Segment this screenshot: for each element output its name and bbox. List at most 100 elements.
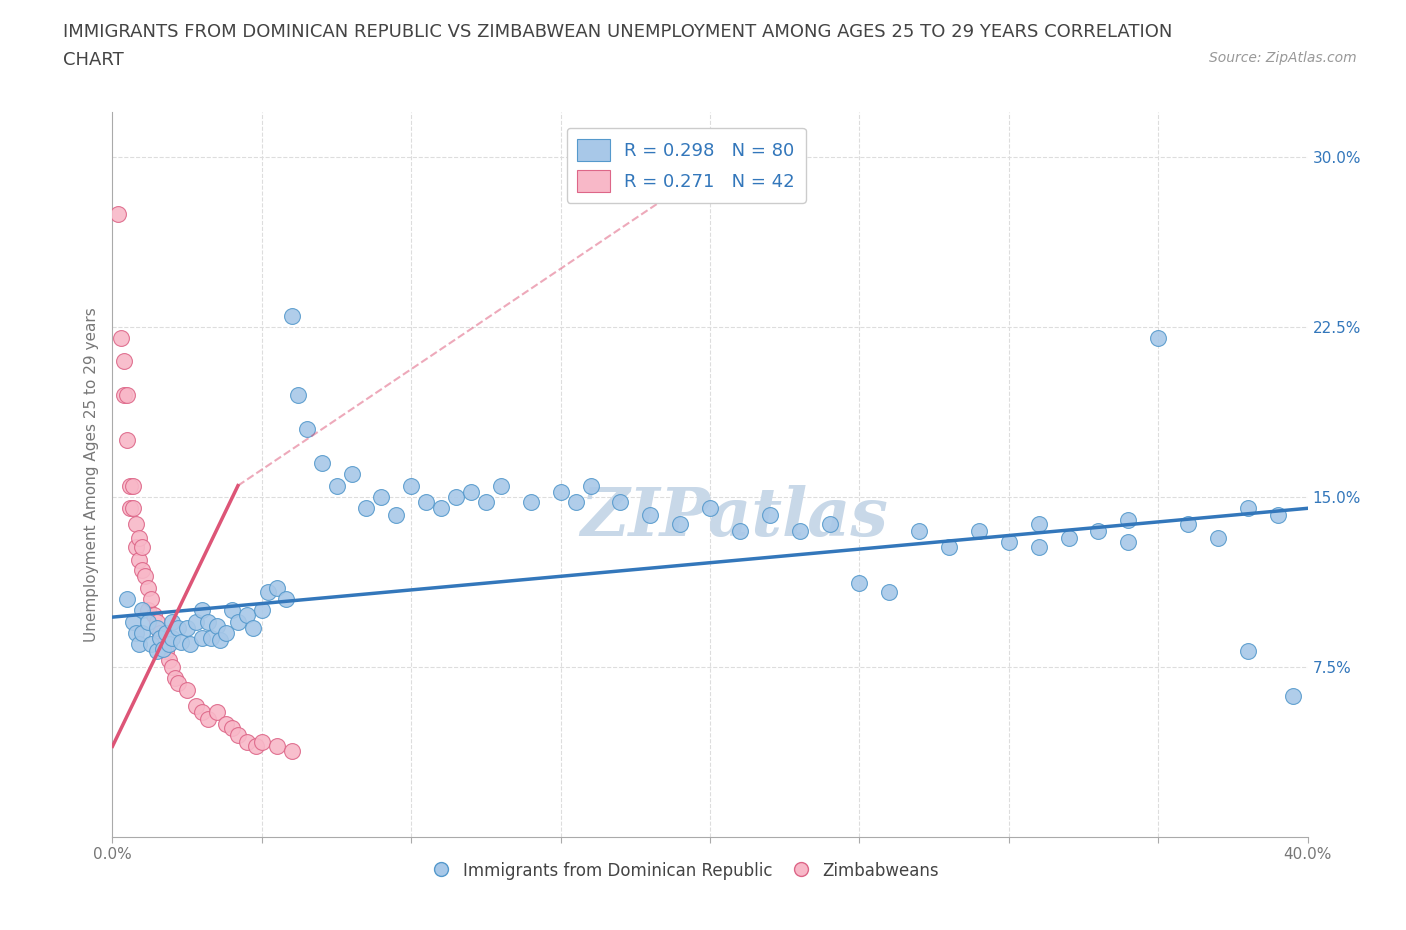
Point [191,705,214,720]
Point [550,485,572,500]
Point [141,637,163,652]
Point [245,738,267,753]
Point [818,517,841,532]
Point [128,637,150,652]
Point [162,659,183,674]
Point [120,478,142,493]
Point [157,637,180,652]
Point [221,721,243,736]
Point [162,631,183,645]
Point [564,494,586,509]
Point [250,735,273,750]
Point [197,614,219,629]
Point [131,539,153,554]
Point [699,501,721,516]
Point [138,580,160,595]
Point [430,501,453,516]
Point [640,508,662,523]
Point [125,517,148,532]
Text: Source: ZipAtlas.com: Source: ZipAtlas.com [1209,51,1357,65]
Point [117,388,139,403]
Point [879,585,901,600]
Point [117,591,139,606]
Point [155,644,177,658]
Point [128,530,150,545]
Point [221,603,243,618]
Point [1087,524,1109,538]
Point [1028,539,1050,554]
Point [128,553,150,568]
Point [134,569,156,584]
Point [1177,517,1199,532]
Point [155,626,177,641]
Point [215,716,238,731]
Point [266,738,288,753]
Point [1237,644,1260,658]
Point [215,626,238,641]
Point [131,626,153,641]
Text: ZIPatlas: ZIPatlas [581,485,887,551]
Point [165,671,187,685]
Point [117,432,139,447]
Point [669,517,692,532]
Point [197,711,219,726]
Point [444,489,467,504]
Point [226,614,249,629]
Point [967,524,990,538]
Point [281,743,304,758]
Point [236,607,259,622]
Point [266,580,288,595]
Point [122,501,145,516]
Point [356,501,378,516]
Point [789,524,811,538]
Point [125,539,148,554]
Point [176,683,198,698]
Point [579,478,602,493]
Point [1206,530,1229,545]
Point [938,539,960,554]
Point [274,591,297,606]
Point [1118,512,1140,527]
Point [186,698,208,713]
Point [1267,508,1289,523]
Point [236,735,259,750]
Point [131,603,153,618]
Point [146,614,169,629]
Point [162,614,183,629]
Point [170,634,193,649]
Point [1281,689,1303,704]
Y-axis label: Unemployment Among Ages 25 to 29 years: Unemployment Among Ages 25 to 29 years [84,307,100,642]
Point [242,621,264,636]
Point [146,644,169,658]
Point [191,631,214,645]
Point [281,308,304,323]
Point [157,653,180,668]
Point [138,603,160,618]
Point [114,353,135,368]
Point [131,562,153,577]
Point [1057,530,1080,545]
Point [295,421,318,436]
Point [609,494,631,509]
Point [385,508,408,523]
Point [250,603,273,618]
Point [146,621,169,636]
Point [143,607,166,622]
Point [120,501,142,516]
Point [191,603,214,618]
Point [205,705,228,720]
Point [520,494,543,509]
Point [114,388,135,403]
Point [848,576,870,591]
Point [107,206,129,221]
Point [205,618,228,633]
Text: CHART: CHART [63,51,124,69]
Point [1237,501,1260,516]
Point [489,478,512,493]
Point [908,524,931,538]
Point [325,478,347,493]
Point [340,467,363,482]
Point [287,388,309,403]
Point [122,614,145,629]
Point [152,642,174,657]
